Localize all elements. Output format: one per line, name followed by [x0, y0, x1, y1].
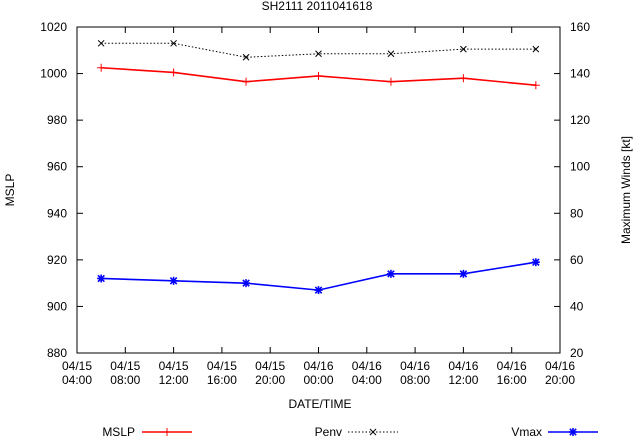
y2-tick-label: 160 [570, 20, 590, 34]
y2-tick-label: 20 [570, 346, 584, 360]
y2-tick-label: 60 [570, 253, 584, 267]
data-point [460, 45, 467, 53]
data-point-stroke [169, 277, 178, 285]
data-point [170, 39, 177, 47]
y-tick-label: 960 [47, 160, 67, 174]
x-tick-label-date: 04/15 [159, 359, 189, 373]
data-point-stroke [369, 428, 377, 436]
series-line-penv [101, 42, 536, 58]
data-point-stroke [532, 45, 540, 53]
y-tick-label: 980 [47, 113, 67, 127]
x-axis-label: DATE/TIME [288, 397, 351, 411]
data-point-stroke [460, 45, 467, 53]
x-tick-label-date: 04/16 [400, 359, 430, 373]
legend-item-mslp: MSLP [102, 425, 192, 437]
data-point-stroke [569, 428, 577, 436]
legend-item-vmax: Vmax [511, 425, 598, 437]
x-tick-label-date: 04/16 [303, 359, 333, 373]
y2-tick-label: 80 [570, 206, 584, 220]
x-tick-label-date: 04/15 [207, 359, 237, 373]
x-tick-label-date: 04/15 [110, 359, 140, 373]
x-tick-label-time: 20:00 [545, 373, 575, 387]
data-point-stroke [314, 286, 323, 294]
data-point [532, 45, 540, 53]
plot-layer: 880 900 920 940 960 980 1000 1020 20 40 60 80 100 120… [40, 20, 590, 387]
data-point [369, 428, 377, 436]
x-tick-label-time: 00:00 [303, 373, 333, 387]
data-point [459, 269, 468, 278]
data-point [242, 279, 251, 288]
x-tick-label-time: 04:00 [352, 373, 382, 387]
y-tick-label: 1000 [40, 67, 67, 81]
data-point [314, 71, 323, 80]
legend-label: Penv [315, 425, 342, 437]
x-tick-label-time: 12:00 [159, 373, 189, 387]
y2-axis-label: Maximum Winds [kt] [619, 136, 633, 244]
x-tick-label-time: 20:00 [255, 373, 285, 387]
y-axis-label: MSLP [3, 174, 17, 207]
data-point-stroke [387, 270, 395, 278]
y2-tick-label: 40 [570, 299, 584, 313]
y2-tick-label: 100 [570, 160, 590, 174]
x-tick-label-time: 16:00 [207, 373, 237, 387]
data-point [242, 77, 251, 86]
data-point [163, 428, 171, 436]
y2-tick-label: 120 [570, 113, 590, 127]
series-line-vmax [101, 261, 536, 291]
data-point-stroke [97, 39, 105, 47]
x-tick-label-time: 08:00 [400, 373, 430, 387]
data-point [569, 428, 577, 436]
data-point [386, 77, 395, 86]
y-tick-label: 940 [47, 206, 67, 220]
x-tick-label-date: 04/16 [545, 359, 575, 373]
data-point [97, 39, 105, 47]
data-point [242, 53, 250, 61]
data-point [531, 81, 540, 90]
data-point [531, 258, 540, 267]
x-tick-label-date: 04/16 [352, 359, 382, 373]
data-point [97, 63, 106, 72]
data-point-stroke [459, 270, 468, 278]
data-point [169, 68, 178, 77]
x-tick-label-time: 08:00 [110, 373, 140, 387]
legend-label: Vmax [511, 425, 542, 437]
y-tick-label: 880 [47, 346, 67, 360]
legend: MSLP Penv Vmax [102, 425, 598, 437]
data-point [169, 276, 178, 285]
x-tick-label-date: 04/15 [255, 359, 285, 373]
data-point [387, 50, 395, 58]
y-tick-label: 900 [47, 299, 67, 313]
legend-label: MSLP [102, 425, 135, 437]
data-point-stroke [170, 39, 177, 47]
data-point-stroke [97, 274, 105, 283]
x-tick-label-time: 16:00 [497, 373, 527, 387]
data-point [314, 286, 323, 295]
x-tick-label-date: 04/15 [62, 359, 92, 373]
data-point [315, 50, 322, 58]
data-point-stroke [532, 258, 540, 266]
data-point-stroke [387, 50, 395, 58]
x-tick-label-time: 12:00 [448, 373, 478, 387]
y-tick-label: 1020 [40, 20, 67, 34]
x-tick-label-time: 04:00 [62, 373, 92, 387]
x-tick-label-date: 04/16 [497, 359, 527, 373]
y-tick-label: 920 [47, 253, 67, 267]
data-point [459, 74, 468, 83]
data-point-stroke [242, 279, 250, 287]
data-point-stroke [242, 53, 250, 61]
y2-tick-label: 140 [570, 67, 590, 81]
data-point-stroke [315, 50, 322, 58]
legend-item-penv: Penv [315, 425, 398, 437]
data-point [386, 269, 395, 278]
data-point [97, 274, 106, 283]
x-tick-label-date: 04/16 [448, 359, 478, 373]
chart-title: SH2111 2011041618 [262, 0, 373, 13]
